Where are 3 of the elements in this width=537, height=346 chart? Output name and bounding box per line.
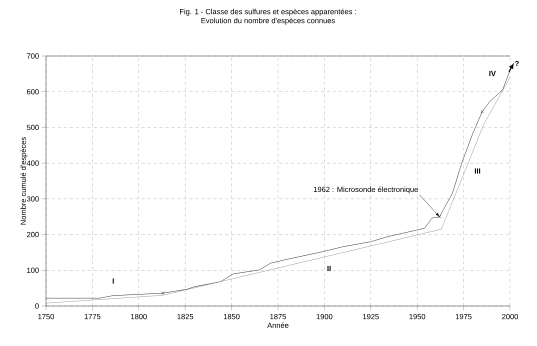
point bbox=[480, 110, 484, 114]
point bbox=[438, 215, 442, 218]
point bbox=[161, 292, 165, 295]
